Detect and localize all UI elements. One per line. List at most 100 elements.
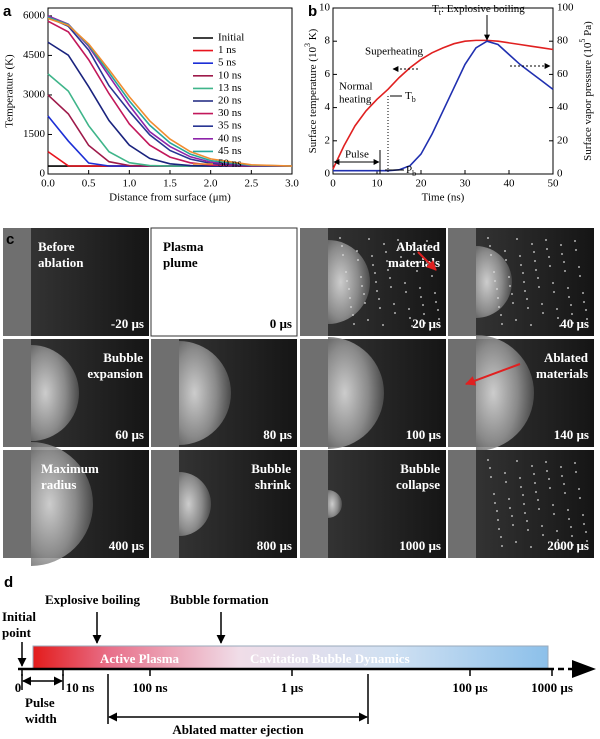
speckle xyxy=(535,491,537,493)
legend-label: 20 ns xyxy=(218,95,242,107)
speckle xyxy=(357,259,359,261)
x-tick-label: 30 xyxy=(460,178,472,190)
photo-caption: Bubble xyxy=(400,461,440,476)
speckle xyxy=(490,476,492,478)
speckle xyxy=(500,536,502,538)
speckle xyxy=(524,512,526,514)
speckle xyxy=(493,493,495,495)
speckle xyxy=(549,487,551,489)
speckle xyxy=(404,282,406,284)
y2-tick-label: 40 xyxy=(557,101,569,113)
speckle xyxy=(408,308,410,310)
speckle xyxy=(423,313,425,315)
annotation-part: T xyxy=(432,3,439,15)
photo-time: 2000 µs xyxy=(547,538,589,553)
speckle xyxy=(415,261,417,263)
speckle xyxy=(504,472,506,474)
speckle xyxy=(496,288,498,290)
y-axis-title: Surface temperature (103 K) xyxy=(303,28,318,153)
speckle xyxy=(571,535,573,537)
speckle xyxy=(542,534,544,536)
speckle xyxy=(561,253,563,255)
speckle xyxy=(575,249,577,251)
speckle xyxy=(497,519,499,521)
speckle xyxy=(431,275,433,277)
speckle xyxy=(553,513,555,515)
speckle xyxy=(501,323,503,325)
speckle xyxy=(375,281,377,283)
event-label: Explosive boiling xyxy=(45,592,140,607)
photo-caption: collapse xyxy=(396,477,440,492)
y2-tick-label: 0 xyxy=(557,168,563,180)
photo-caption: Ablated xyxy=(544,350,589,365)
speckle xyxy=(559,547,561,549)
speckle xyxy=(563,483,565,485)
electrode xyxy=(300,228,328,336)
speckle xyxy=(542,312,544,314)
speckle xyxy=(552,504,554,506)
legend-label: 45 ns xyxy=(218,145,242,157)
photo-time: 1000 µs xyxy=(399,538,441,553)
y-tick-label: 0 xyxy=(325,168,331,180)
speckle xyxy=(376,290,378,292)
photo-time: 80 µs xyxy=(263,427,292,442)
speckle xyxy=(530,324,532,326)
speckle xyxy=(535,269,537,271)
series-line xyxy=(47,41,292,167)
x-tick-label: 0.0 xyxy=(41,178,55,190)
speckle xyxy=(553,291,555,293)
speckle xyxy=(530,546,532,548)
x-tick-label: 1.0 xyxy=(122,178,136,190)
speckle xyxy=(567,287,569,289)
speckle xyxy=(400,256,402,258)
speckle xyxy=(350,306,352,308)
speckle xyxy=(364,302,366,304)
legend-label: 5 ns xyxy=(218,57,236,69)
annotation: Tt: Explosive boiling xyxy=(432,3,525,18)
y2-tick-label: 80 xyxy=(557,35,569,47)
tick-label: 0 xyxy=(15,680,22,695)
speckle xyxy=(412,244,414,246)
y-tick-label: 6000 xyxy=(23,9,46,21)
y-tick-label: 4500 xyxy=(23,49,46,61)
speckle xyxy=(508,498,510,500)
annotation-part: T xyxy=(405,90,412,102)
electrode xyxy=(448,450,476,558)
speckle xyxy=(545,461,547,463)
bubble xyxy=(179,341,231,445)
speckle xyxy=(500,314,502,316)
y-tick-label: 4 xyxy=(325,101,331,113)
speckle xyxy=(541,303,543,305)
legend-label: 13 ns xyxy=(218,82,242,94)
speckle xyxy=(508,276,510,278)
speckle xyxy=(582,292,584,294)
photo-caption: materials xyxy=(388,255,440,270)
speckle xyxy=(501,545,503,547)
speckle xyxy=(511,293,513,295)
tick-label: 10 ns xyxy=(66,680,95,695)
speckle xyxy=(390,286,392,288)
speckle xyxy=(522,494,524,496)
speckle xyxy=(346,280,348,282)
x-tick-label: 10 xyxy=(372,178,384,190)
speckle xyxy=(564,492,566,494)
speckle xyxy=(545,239,547,241)
speckle xyxy=(386,260,388,262)
legend-label: 30 ns xyxy=(218,107,242,119)
speckle xyxy=(389,277,391,279)
speckle xyxy=(526,520,528,522)
speckle xyxy=(378,298,380,300)
y2-axis-title: Surface vapor pressure (105 Pa) xyxy=(578,21,593,161)
speckle xyxy=(397,239,399,241)
tick-label: 1000 µs xyxy=(531,680,573,695)
speckle xyxy=(579,275,581,277)
phase-label: Active Plasma xyxy=(100,651,180,666)
annotation-part: P xyxy=(406,164,412,176)
speckle xyxy=(398,248,400,250)
speckle xyxy=(437,309,439,311)
speckle xyxy=(416,270,418,272)
